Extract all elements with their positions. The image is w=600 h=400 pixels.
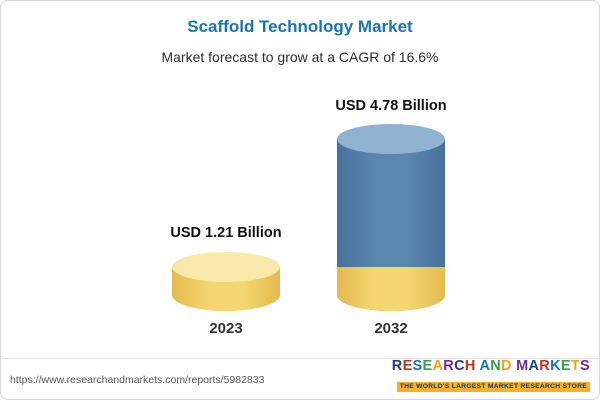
logo-wordmark: RESEARCH AND MARKETS — [391, 358, 590, 375]
x-axis-label-2032: 2032 — [374, 320, 408, 337]
chart-subtitle: Market forecast to grow at a CAGR of 16.… — [161, 49, 439, 65]
value-label-2023: USD 1.21 Billion — [170, 225, 282, 241]
research-and-markets-logo: RESEARCH AND MARKETS THE WORLD'S LARGEST… — [392, 358, 590, 393]
footer-divider — [1, 358, 599, 359]
bar-cylinder-2023 — [172, 252, 280, 311]
logo-tagline: THE WORLD'S LARGEST MARKET RESEARCH STOR… — [396, 381, 590, 392]
cylinder-base-band-2032 — [337, 267, 445, 311]
chart-title: Scaffold Technology Market — [187, 17, 413, 36]
cylinder-body-2032 — [337, 139, 445, 311]
cylinder-top-ellipse-2032 — [337, 124, 445, 154]
x-axis-label-2023: 2023 — [209, 320, 243, 337]
bar-cylinder-2032 — [337, 124, 445, 311]
cylinder-top-ellipse-2023 — [172, 252, 280, 282]
report-url: https://www.researchandmarkets.com/repor… — [10, 374, 265, 386]
value-label-2032: USD 4.78 Billion — [335, 98, 447, 114]
